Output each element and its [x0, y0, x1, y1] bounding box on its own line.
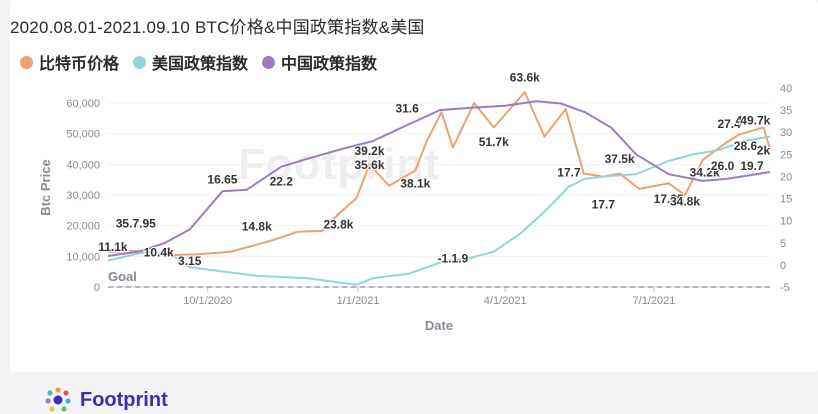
data-label: 10.4k: [144, 245, 174, 259]
legend-label-us: 美国政策指数: [152, 56, 249, 73]
y-right-tick-label: 20: [780, 171, 792, 183]
x-tick-label: 7/1/2021: [633, 295, 676, 307]
x-tick-label: 10/1/2020: [183, 295, 232, 307]
y-left-tick-label: 0: [94, 282, 100, 294]
data-label: 31.6: [395, 101, 419, 115]
legend-item-us[interactable]: 美国政策指数: [133, 50, 248, 74]
data-label: 28.6: [734, 139, 758, 153]
data-label: 26.0: [711, 159, 735, 173]
y-right-tick-label: 25: [780, 149, 792, 161]
data-label: 35.6k: [355, 158, 385, 172]
y-left-tick-label: 10,000: [66, 251, 100, 263]
y-left-tick-label: 20,000: [66, 221, 100, 233]
data-label: 34.2k: [690, 166, 720, 180]
y-right-tick-label: 15: [780, 194, 792, 206]
data-label: 27.4: [717, 117, 741, 131]
y-left-tick-label: 60,000: [66, 98, 100, 110]
chart-title: 2020.08.01-2021.09.10 BTC价格&中国政策指数&美国: [10, 18, 425, 37]
legend-item-cn[interactable]: 中国政策指数: [262, 50, 377, 74]
data-label: -1.1.9: [438, 252, 469, 266]
data-label: 49.7k: [740, 113, 770, 127]
data-label: 51.7k: [479, 135, 509, 149]
data-label: 38.1k: [400, 176, 430, 190]
legend-swatch-us: [133, 55, 147, 69]
us-policy-series-line: [107, 135, 771, 286]
legend-swatch-cn: [262, 55, 276, 69]
x-tick-label: 4/1/2021: [484, 295, 527, 307]
legend-label-btc: 比特币价格: [39, 56, 120, 73]
data-label: 19.7: [740, 159, 764, 173]
y-left-tick-label: 40,000: [66, 159, 100, 171]
data-label: 14.8k: [242, 219, 272, 233]
legend-label-cn: 中国政策指数: [281, 56, 378, 73]
footer-brand: Footprint: [80, 388, 168, 411]
cn-policy-series-line: [107, 100, 771, 257]
goal-label: Goal: [108, 269, 137, 284]
data-label: 35.7.95: [116, 216, 156, 230]
data-label: 17.7: [592, 197, 616, 211]
data-label: 39.2k: [355, 144, 385, 158]
data-label: 22.2: [270, 174, 294, 188]
data-label: 34.8k: [670, 195, 700, 209]
y-right-tick-label: 30: [780, 127, 792, 139]
data-label: 23.8k: [323, 218, 353, 232]
data-label: 11.1k: [98, 240, 128, 254]
data-label: 16.65: [207, 173, 237, 187]
y-right-tick-label: 10: [780, 216, 792, 228]
y-right-tick-label: 0: [780, 260, 786, 272]
data-label: 4: [736, 113, 743, 127]
y-right-tick-label: 5: [780, 238, 786, 250]
x-tick-label: 1/1/2021: [337, 295, 380, 307]
y-left-tick-label: 30,000: [66, 190, 100, 202]
legend-item-btc[interactable]: 比特币价格: [20, 50, 119, 74]
y-right-tick-label: 35: [780, 105, 792, 117]
y-left-tick-label: 50,000: [66, 129, 100, 141]
data-label: 63.6k: [510, 71, 540, 85]
footer: Footprint: [42, 386, 168, 414]
data-label: 3.15: [178, 254, 202, 268]
footprint-logo-icon: [45, 387, 71, 412]
chart-legend: 比特币价格 美国政策指数 中国政策指数: [20, 50, 377, 74]
data-label: 17.25: [654, 192, 684, 206]
data-label: 17.7: [557, 165, 581, 179]
legend-swatch-btc: [20, 55, 33, 69]
data-label: 37.5k: [605, 152, 635, 166]
data-label: 2k: [757, 143, 771, 157]
x-axis-title: Date: [425, 318, 453, 333]
y-axis-title: Btc Price: [38, 159, 53, 215]
btc-series-line: [107, 91, 771, 257]
y-right-tick-label: 40: [780, 83, 792, 95]
y-right-tick-label: -5: [780, 282, 790, 294]
